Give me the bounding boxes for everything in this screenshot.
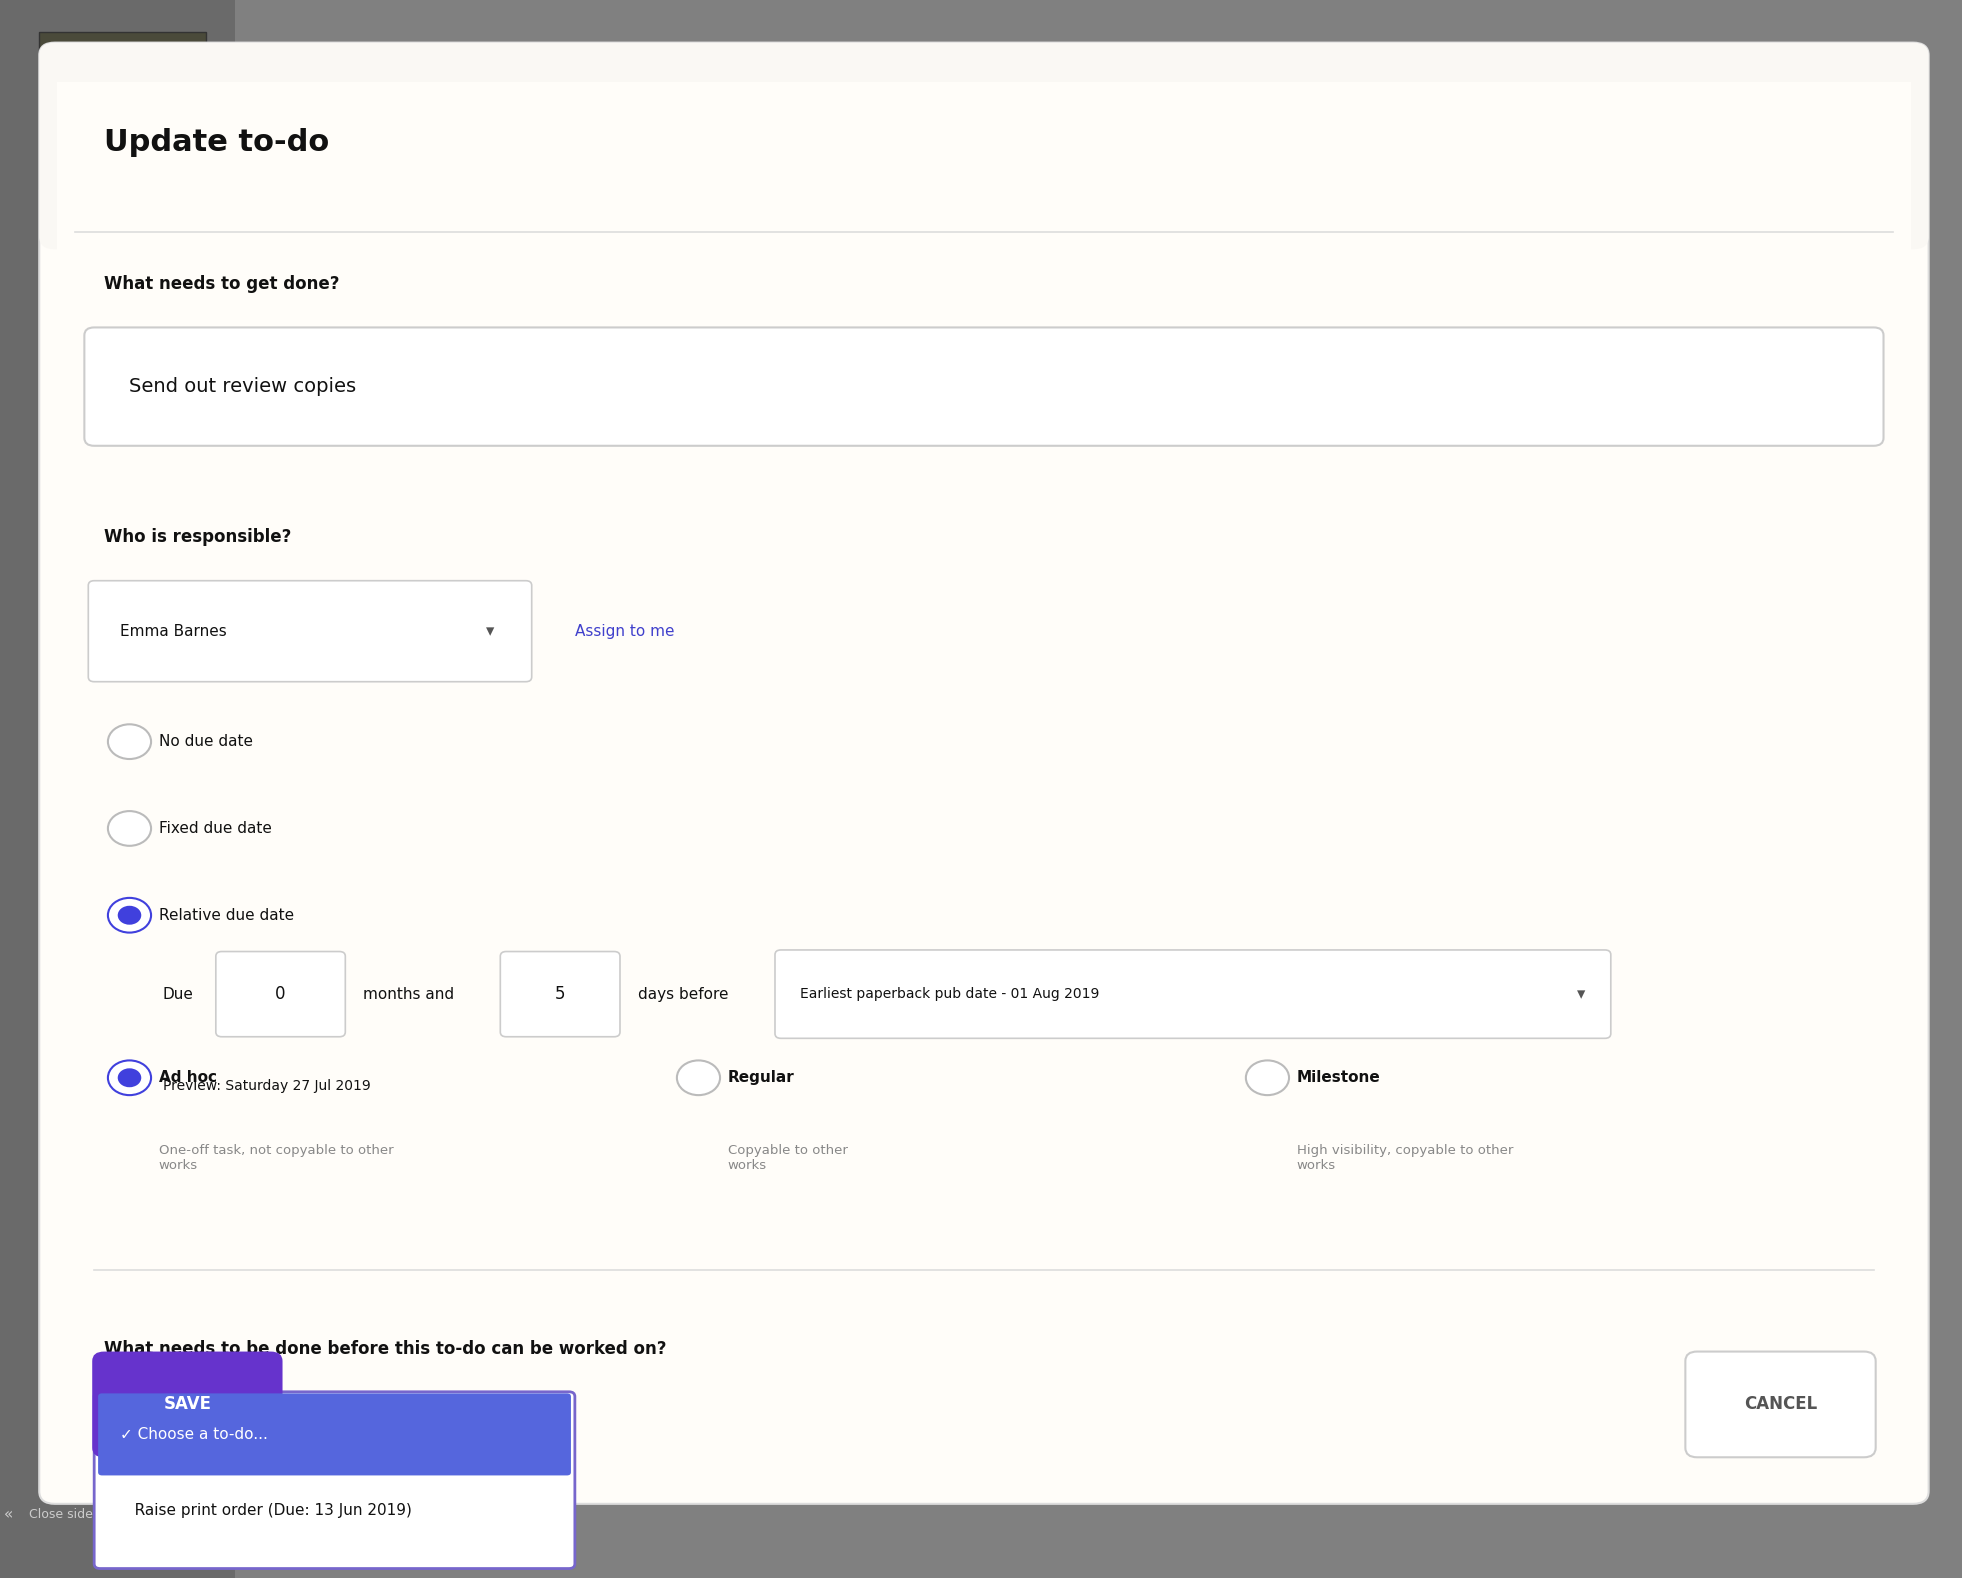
Text: Pr: Pr	[39, 1177, 51, 1190]
Text: No due date: No due date	[159, 734, 253, 750]
FancyBboxPatch shape	[775, 950, 1611, 1038]
FancyBboxPatch shape	[39, 43, 1929, 1504]
FancyBboxPatch shape	[500, 952, 620, 1037]
Text: Ad hoc: Ad hoc	[159, 1070, 218, 1086]
Text: ✓: ✓	[275, 1521, 283, 1532]
Text: P&: P&	[39, 988, 57, 1000]
Text: Relative due date: Relative due date	[159, 907, 294, 923]
Circle shape	[108, 898, 151, 933]
FancyBboxPatch shape	[57, 82, 1911, 1333]
Text: What needs to be done before this to-do can be worked on?: What needs to be done before this to-do …	[104, 1340, 667, 1359]
Text: High visibility, copyable to other
works: High visibility, copyable to other works	[1297, 1144, 1513, 1172]
FancyBboxPatch shape	[0, 0, 235, 1578]
Circle shape	[108, 724, 151, 759]
Text: Regular: Regular	[728, 1070, 795, 1086]
Text: months and: months and	[363, 986, 453, 1002]
FancyBboxPatch shape	[39, 32, 206, 189]
FancyBboxPatch shape	[39, 43, 1929, 249]
FancyBboxPatch shape	[1685, 1351, 1876, 1458]
Text: Ch: Ch	[39, 514, 55, 527]
Circle shape	[108, 1060, 151, 1095]
Text: 5: 5	[555, 985, 565, 1004]
FancyBboxPatch shape	[94, 1392, 575, 1569]
Text: Ov: Ov	[39, 230, 57, 243]
Text: Ex: Ex	[39, 1272, 55, 1284]
Text: Proofread: Proofread	[1216, 62, 1291, 77]
Text: What needs to get done?: What needs to get done?	[104, 275, 339, 294]
FancyBboxPatch shape	[216, 952, 345, 1037]
Text: Rig: Rig	[39, 893, 59, 906]
Text: ✓ Choose a to-do...: ✓ Choose a to-do...	[120, 1427, 267, 1442]
FancyBboxPatch shape	[92, 1351, 283, 1458]
FancyBboxPatch shape	[84, 328, 1884, 445]
Text: CANCEL: CANCEL	[1744, 1395, 1817, 1414]
Text: Dis: Dis	[39, 704, 59, 716]
Text: Emma Barnes: Emma Barnes	[120, 623, 226, 639]
Text: Send out review copies: Send out review copies	[129, 377, 357, 396]
Text: 0: 0	[275, 985, 286, 1004]
FancyBboxPatch shape	[1154, 44, 1205, 95]
Text: days before: days before	[638, 986, 728, 1002]
Text: Copyable to other
works: Copyable to other works	[728, 1144, 848, 1172]
Text: ✓: ✓	[1167, 65, 1175, 74]
Text: Preview: Saturday 27 Jul 2019: Preview: Saturday 27 Jul 2019	[163, 1079, 371, 1092]
Text: Raise print order (Due: 13 Jun 2019): Raise print order (Due: 13 Jun 2019)	[120, 1502, 412, 1518]
FancyBboxPatch shape	[261, 1504, 304, 1550]
Text: «: «	[4, 1507, 14, 1523]
Text: Pr: Pr	[39, 1083, 51, 1095]
Text: Receive blurb from author: Receive blurb from author	[318, 1520, 483, 1532]
Text: Due: Due	[163, 986, 194, 1002]
Text: INDUSTRIAL HORROR: INDUSTRIAL HORROR	[55, 80, 61, 140]
FancyBboxPatch shape	[98, 1393, 571, 1475]
Text: Close sidebar: Close sidebar	[29, 1509, 114, 1521]
Text: AUG: AUG	[304, 1490, 334, 1502]
FancyBboxPatch shape	[88, 581, 532, 682]
Text: One-off task, not copyable to other
works: One-off task, not copyable to other work…	[159, 1144, 394, 1172]
Text: Assign to me: Assign to me	[575, 623, 675, 639]
Text: Co: Co	[39, 798, 55, 811]
Text: To: To	[39, 420, 53, 432]
Circle shape	[108, 811, 151, 846]
Text: ▾: ▾	[487, 622, 494, 641]
Circle shape	[118, 906, 141, 925]
Circle shape	[677, 1060, 720, 1095]
Text: Milestone: Milestone	[1297, 1070, 1381, 1086]
Text: ON: ON	[39, 609, 59, 622]
Text: Who is responsible?: Who is responsible?	[104, 527, 292, 546]
Text: Update to-do: Update to-do	[104, 128, 330, 156]
Text: Me: Me	[39, 325, 57, 338]
Text: Earliest paperback pub date - 01 Aug 2019: Earliest paperback pub date - 01 Aug 201…	[800, 988, 1101, 1000]
Circle shape	[1246, 1060, 1289, 1095]
Text: Fixed due date: Fixed due date	[159, 821, 273, 836]
Circle shape	[118, 1068, 141, 1087]
Text: SAVE: SAVE	[163, 1395, 212, 1414]
Text: ▾: ▾	[1577, 985, 1585, 1004]
